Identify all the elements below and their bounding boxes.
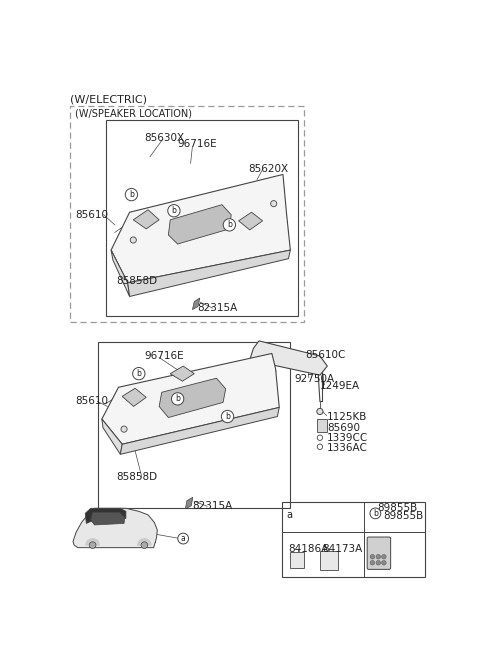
Text: a: a — [287, 510, 293, 520]
Text: 82315A: 82315A — [192, 501, 233, 512]
Bar — [106, 120, 298, 316]
Polygon shape — [122, 388, 146, 406]
Text: 84173A: 84173A — [322, 544, 362, 553]
Text: 84186A: 84186A — [288, 544, 329, 553]
Circle shape — [376, 554, 381, 559]
Polygon shape — [111, 250, 130, 297]
Circle shape — [178, 533, 189, 544]
Text: 92750A: 92750A — [294, 374, 334, 384]
Text: b: b — [225, 412, 230, 421]
Polygon shape — [86, 539, 99, 545]
Circle shape — [89, 542, 96, 548]
Text: (W/ELECTRIC): (W/ELECTRIC) — [71, 95, 147, 105]
Text: b: b — [373, 509, 378, 518]
Text: b: b — [129, 190, 134, 199]
Circle shape — [132, 367, 145, 380]
Bar — [98, 342, 289, 508]
Circle shape — [317, 408, 323, 415]
Circle shape — [171, 393, 184, 405]
Polygon shape — [133, 210, 159, 229]
Bar — [282, 502, 424, 577]
Polygon shape — [102, 354, 279, 444]
Text: 85858D: 85858D — [116, 276, 157, 286]
Text: 82315A: 82315A — [197, 303, 238, 313]
Polygon shape — [250, 341, 327, 375]
Text: 1249EA: 1249EA — [320, 381, 360, 391]
Text: 85620X: 85620X — [248, 164, 288, 174]
Text: 85610: 85610 — [75, 396, 108, 406]
Bar — [317, 419, 326, 432]
Circle shape — [382, 561, 386, 565]
Circle shape — [141, 542, 148, 548]
Polygon shape — [85, 508, 126, 523]
Text: 89855B: 89855B — [383, 512, 423, 521]
Circle shape — [370, 554, 375, 559]
Polygon shape — [192, 298, 200, 310]
Circle shape — [168, 204, 180, 217]
Polygon shape — [128, 250, 290, 297]
Circle shape — [382, 554, 386, 559]
Polygon shape — [120, 407, 279, 455]
Text: 96716E: 96716E — [178, 139, 217, 149]
Circle shape — [370, 508, 381, 519]
Text: (W/SPEAKER LOCATION): (W/SPEAKER LOCATION) — [75, 109, 192, 119]
Text: 85630X: 85630X — [144, 132, 184, 143]
Polygon shape — [91, 512, 125, 525]
Bar — [289, 552, 304, 568]
FancyBboxPatch shape — [367, 537, 391, 569]
Circle shape — [130, 237, 136, 243]
Text: 85610: 85610 — [75, 210, 108, 220]
Text: 85858D: 85858D — [116, 472, 157, 482]
Polygon shape — [73, 508, 157, 548]
Text: 1339CC: 1339CC — [327, 433, 369, 443]
Circle shape — [370, 561, 375, 565]
Text: b: b — [171, 206, 176, 215]
Circle shape — [223, 219, 236, 231]
Text: b: b — [136, 369, 141, 378]
Text: 1336AC: 1336AC — [327, 443, 368, 453]
Bar — [71, 106, 304, 322]
Text: b: b — [227, 220, 232, 229]
Text: 85690: 85690 — [327, 422, 360, 432]
Circle shape — [317, 435, 323, 440]
Polygon shape — [185, 497, 193, 509]
Polygon shape — [159, 378, 226, 417]
Polygon shape — [102, 419, 122, 455]
Polygon shape — [168, 205, 231, 244]
Circle shape — [271, 200, 277, 207]
Circle shape — [121, 426, 127, 432]
Polygon shape — [138, 539, 151, 545]
Circle shape — [317, 444, 323, 449]
Text: 1125KB: 1125KB — [327, 411, 368, 422]
Circle shape — [376, 561, 381, 565]
Text: 96716E: 96716E — [144, 351, 184, 361]
Text: a: a — [181, 534, 186, 543]
Polygon shape — [111, 174, 290, 283]
Bar — [320, 551, 337, 570]
Circle shape — [221, 410, 234, 422]
Polygon shape — [239, 212, 263, 230]
Circle shape — [125, 189, 138, 201]
Text: 85610C: 85610C — [305, 350, 346, 360]
Text: b: b — [175, 394, 180, 403]
Polygon shape — [170, 366, 194, 381]
Text: 89855B: 89855B — [377, 503, 418, 514]
